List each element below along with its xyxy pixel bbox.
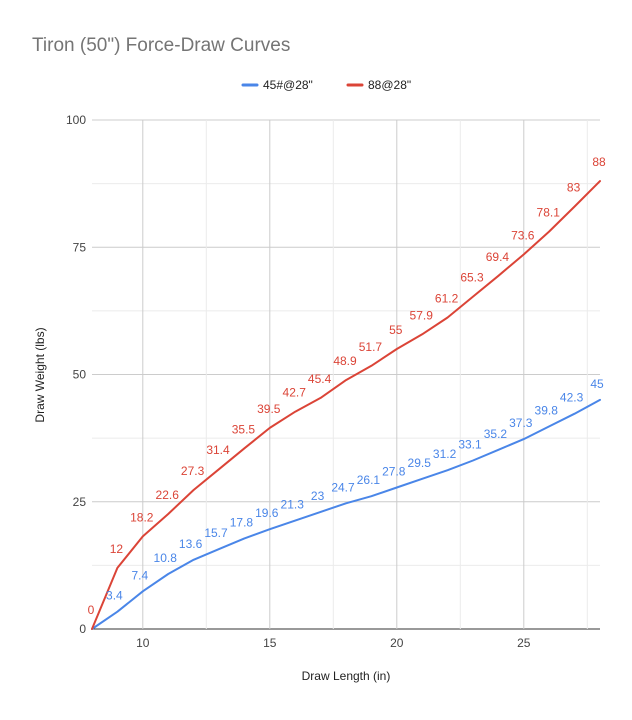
data-label: 22.6 xyxy=(156,488,180,502)
x-tick-label: 10 xyxy=(136,636,150,650)
data-label: 78.1 xyxy=(537,205,561,219)
data-label: 33.1 xyxy=(458,438,482,452)
data-label: 31.2 xyxy=(433,447,457,461)
data-label: 24.7 xyxy=(331,480,355,494)
series-line-88-28- xyxy=(91,180,601,630)
data-label: 35.2 xyxy=(484,427,508,441)
x-tick-label: 25 xyxy=(517,636,531,650)
data-label: 83 xyxy=(567,181,581,195)
y-tick-label: 25 xyxy=(73,495,87,509)
data-label: 39.8 xyxy=(535,403,559,417)
data-label: 69.4 xyxy=(486,250,510,264)
data-label: 51.7 xyxy=(359,340,383,354)
legend-label: 88@28" xyxy=(368,78,411,92)
y-tick-label: 75 xyxy=(73,240,87,254)
x-axis-ticks: 10 15 20 25 xyxy=(136,636,531,650)
data-label: 15.7 xyxy=(204,526,228,540)
data-label: 0 xyxy=(88,603,95,617)
data-label: 12 xyxy=(110,542,124,556)
y-axis-title: Draw Weight (lbs) xyxy=(33,327,47,422)
legend: 45#@28" 88@28" xyxy=(241,78,411,92)
data-labels: 3.4 7.4 10.813.615.717.819.621.3 23 24.726.1… xyxy=(88,155,606,617)
data-label: 21.3 xyxy=(281,498,305,512)
data-label: 65.3 xyxy=(460,271,484,285)
data-label: 29.5 xyxy=(408,456,432,470)
y-axis-ticks: 0 25 50 75 100 xyxy=(66,113,86,636)
data-label: 88 xyxy=(592,155,606,169)
data-label: 42.3 xyxy=(560,391,584,405)
y-tick-label: 0 xyxy=(79,622,86,636)
data-label: 42.7 xyxy=(283,386,307,400)
data-label: 35.5 xyxy=(232,422,256,436)
data-label: 45 xyxy=(590,377,604,391)
data-label: 23 xyxy=(311,489,325,503)
data-label: 57.9 xyxy=(410,308,434,322)
x-axis-title: Draw Length (in) xyxy=(302,669,391,683)
data-label: 31.4 xyxy=(206,443,230,457)
series-lines xyxy=(91,180,601,630)
data-label: 3.4 xyxy=(106,589,123,603)
chart-title: Tiron (50") Force-Draw Curves xyxy=(32,35,290,56)
data-label: 27.8 xyxy=(382,464,406,478)
data-label: 61.2 xyxy=(435,291,459,305)
data-label: 45.4 xyxy=(308,372,332,386)
data-label: 73.6 xyxy=(511,228,535,242)
data-label: 10.8 xyxy=(154,551,178,565)
data-label: 26.1 xyxy=(357,473,381,487)
data-label: 19.6 xyxy=(255,506,279,520)
data-label: 13.6 xyxy=(179,537,203,551)
data-label: 37.3 xyxy=(509,416,533,430)
x-tick-label: 15 xyxy=(263,636,277,650)
data-label: 55 xyxy=(389,323,403,337)
legend-label: 45#@28" xyxy=(263,78,313,92)
y-tick-label: 100 xyxy=(66,113,86,127)
y-tick-label: 50 xyxy=(73,368,87,382)
x-tick-label: 20 xyxy=(390,636,404,650)
grid-lines xyxy=(92,119,600,630)
data-label: 17.8 xyxy=(230,515,254,529)
data-label: 18.2 xyxy=(130,510,154,524)
series-line-45-28- xyxy=(91,398,601,630)
data-label: 39.5 xyxy=(257,402,281,416)
data-label: 27.3 xyxy=(181,464,205,478)
data-label: 7.4 xyxy=(131,568,148,582)
data-label: 48.9 xyxy=(333,354,357,368)
